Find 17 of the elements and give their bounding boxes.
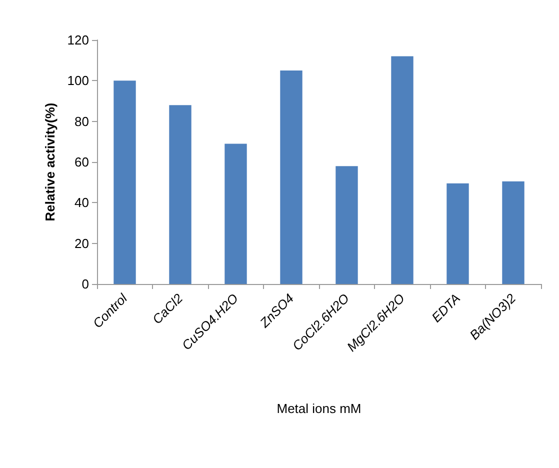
y-tick-label: 80	[74, 114, 89, 129]
y-tick-label: 40	[74, 195, 89, 210]
bar	[502, 181, 524, 284]
bar	[224, 144, 247, 284]
bar	[391, 56, 414, 284]
bar	[280, 70, 302, 284]
y-tick-label: 0	[82, 276, 89, 292]
y-tick-label: 20	[74, 236, 89, 251]
y-tick-label: 120	[67, 32, 89, 48]
y-axis-title: Relative activity(%)	[42, 102, 58, 222]
bar	[114, 80, 136, 284]
x-axis-title: Metal ions mM	[276, 401, 362, 416]
y-tick-label: 100	[67, 73, 89, 88]
bar	[169, 105, 192, 284]
bar	[336, 166, 358, 284]
y-tick-label: 60	[74, 154, 89, 170]
bar	[446, 183, 469, 284]
